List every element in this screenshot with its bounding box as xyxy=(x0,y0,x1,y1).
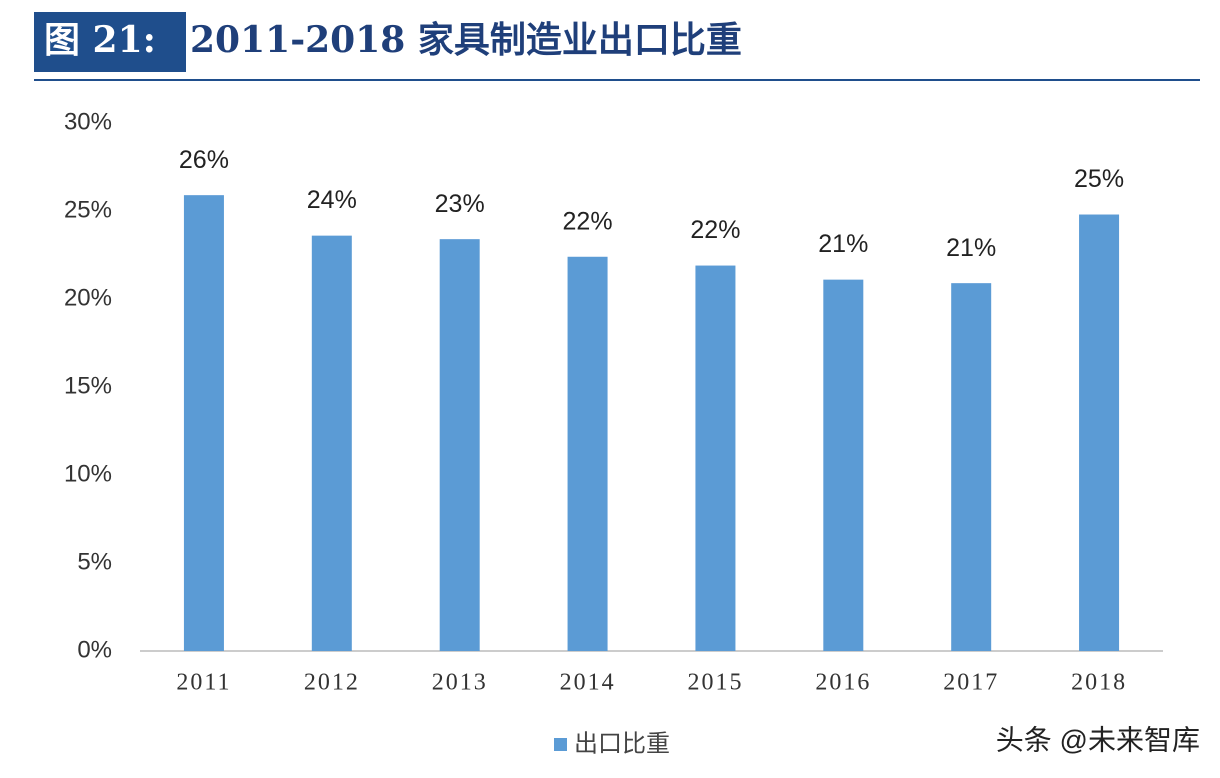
x-tick-label: 2017 xyxy=(943,670,999,696)
y-tick-label: 30% xyxy=(64,108,112,135)
x-tick-label: 2018 xyxy=(1071,670,1127,696)
value-label: 21% xyxy=(946,234,996,262)
value-label: 22% xyxy=(690,216,740,244)
y-tick-label: 0% xyxy=(77,636,112,663)
value-label: 23% xyxy=(435,190,485,218)
bar xyxy=(439,239,480,651)
bar xyxy=(567,256,608,651)
y-tick-label: 15% xyxy=(64,372,112,399)
figure-label-box xyxy=(34,12,186,72)
x-tick-label: 2015 xyxy=(687,670,743,696)
bar xyxy=(951,283,992,651)
y-tick-label: 10% xyxy=(64,460,112,487)
x-tick-label: 2012 xyxy=(304,670,360,696)
bar xyxy=(823,279,864,651)
bar xyxy=(311,235,352,651)
y-tick-label: 25% xyxy=(64,196,112,223)
x-tick-label: 2013 xyxy=(432,670,488,696)
y-tick-label: 20% xyxy=(64,284,112,311)
x-tick-label: 2011 xyxy=(176,670,231,696)
value-label: 26% xyxy=(179,146,229,174)
x-tick-label: 2016 xyxy=(815,670,871,696)
legend-swatch xyxy=(554,738,567,751)
watermark: 头条 @未来智库 xyxy=(996,724,1200,755)
legend-label: 出口比重 xyxy=(574,730,670,757)
value-label: 21% xyxy=(818,230,868,258)
value-label: 25% xyxy=(1074,165,1124,193)
bar xyxy=(1079,214,1120,651)
chart-title: 2011-2018 家具制造业出口比重 xyxy=(190,19,742,61)
bar xyxy=(183,195,224,651)
y-tick-label: 5% xyxy=(77,548,112,575)
value-label: 22% xyxy=(563,207,613,235)
bar xyxy=(695,265,736,651)
figure-label: 图 21: xyxy=(44,19,156,61)
value-label: 24% xyxy=(307,186,357,214)
x-tick-label: 2014 xyxy=(560,670,616,696)
